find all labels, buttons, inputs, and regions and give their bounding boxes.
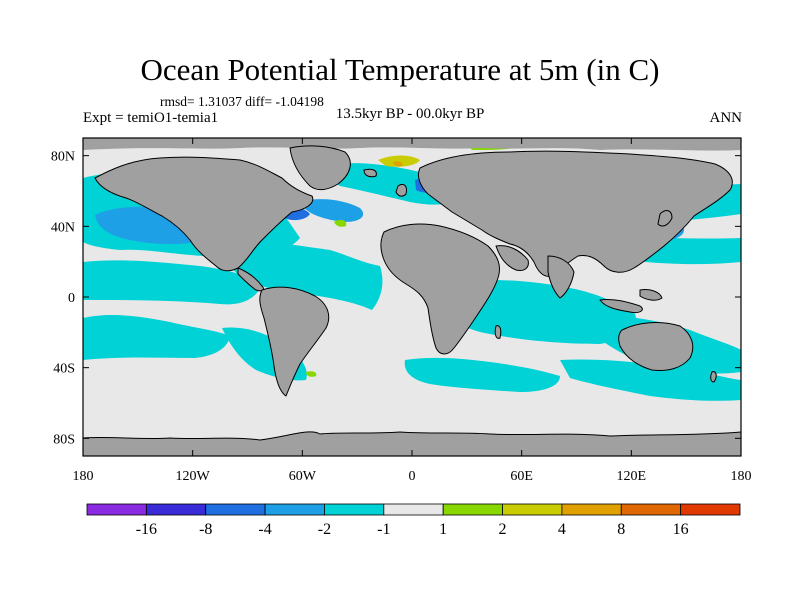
australia [618, 322, 694, 371]
south-america [259, 286, 330, 397]
colorbar-label: 16 [673, 521, 689, 538]
plot-title: Ocean Potential Temperature at 5m (in C) [140, 52, 660, 87]
x-tick-label: 0 [409, 469, 416, 484]
africa [380, 223, 501, 355]
colorbar-label: 2 [499, 521, 507, 538]
period-label: 13.5kyr BP - 00.0kyr BP [335, 106, 485, 122]
british-isles [395, 183, 407, 197]
colorbar-swatch [620, 503, 682, 516]
y-tick-label: 0 [68, 291, 75, 306]
indonesia [599, 299, 643, 313]
colorbar-swatch [86, 503, 147, 516]
x-tick-label: 120E [617, 469, 647, 484]
colorbar-swatch [442, 503, 503, 516]
map-panel [83, 138, 741, 456]
colorbar-label: -2 [318, 521, 331, 538]
eurasia [417, 150, 733, 277]
y-axis: 80N 40N 0 40S 80S [51, 150, 741, 447]
colorbar-swatch [561, 503, 622, 516]
x-axis: 180 120W 60W 0 60E 120E 180 [73, 138, 752, 484]
x-tick-label: 60W [289, 469, 317, 484]
colorbar-swatch [145, 503, 207, 516]
stats-line: rmsd= 1.31037 diff= -1.04198 [160, 94, 324, 109]
colorbar: -16 -8 -4 -2 -1 1 2 4 8 16 [86, 503, 741, 538]
land-masses [83, 138, 741, 456]
y-tick-label: 40S [53, 362, 75, 377]
colorbar-swatch [205, 503, 266, 516]
colorbar-swatch [680, 503, 741, 516]
colorbar-label: 4 [558, 521, 566, 538]
india [547, 255, 575, 299]
arabian-peninsula [495, 245, 529, 271]
colorbar-label: 1 [439, 521, 447, 538]
colorbar-label: -1 [377, 521, 390, 538]
colorbar-label: -4 [258, 521, 271, 538]
colorbar-label: 8 [617, 521, 625, 538]
x-tick-label: 120W [176, 469, 211, 484]
x-tick-label: 180 [731, 469, 752, 484]
colorbar-swatch [324, 503, 385, 516]
colorbar-label: -16 [136, 521, 157, 538]
experiment-label: Expt = temiO1-temia1 [83, 110, 219, 126]
x-tick-label: 60E [510, 469, 533, 484]
colorbar-label: -8 [199, 521, 212, 538]
y-tick-label: 40N [51, 220, 75, 235]
y-tick-label: 80S [53, 432, 75, 447]
colorbar-swatch [383, 503, 444, 516]
colorbar-swatch [264, 503, 325, 516]
antarctica [83, 431, 741, 456]
x-tick-label: 180 [73, 469, 94, 484]
japan [657, 210, 673, 227]
colorbar-swatch [502, 503, 563, 516]
greenland [289, 145, 351, 191]
north-america [94, 156, 314, 272]
y-tick-label: 80N [51, 150, 75, 165]
season-label: ANN [709, 110, 743, 126]
